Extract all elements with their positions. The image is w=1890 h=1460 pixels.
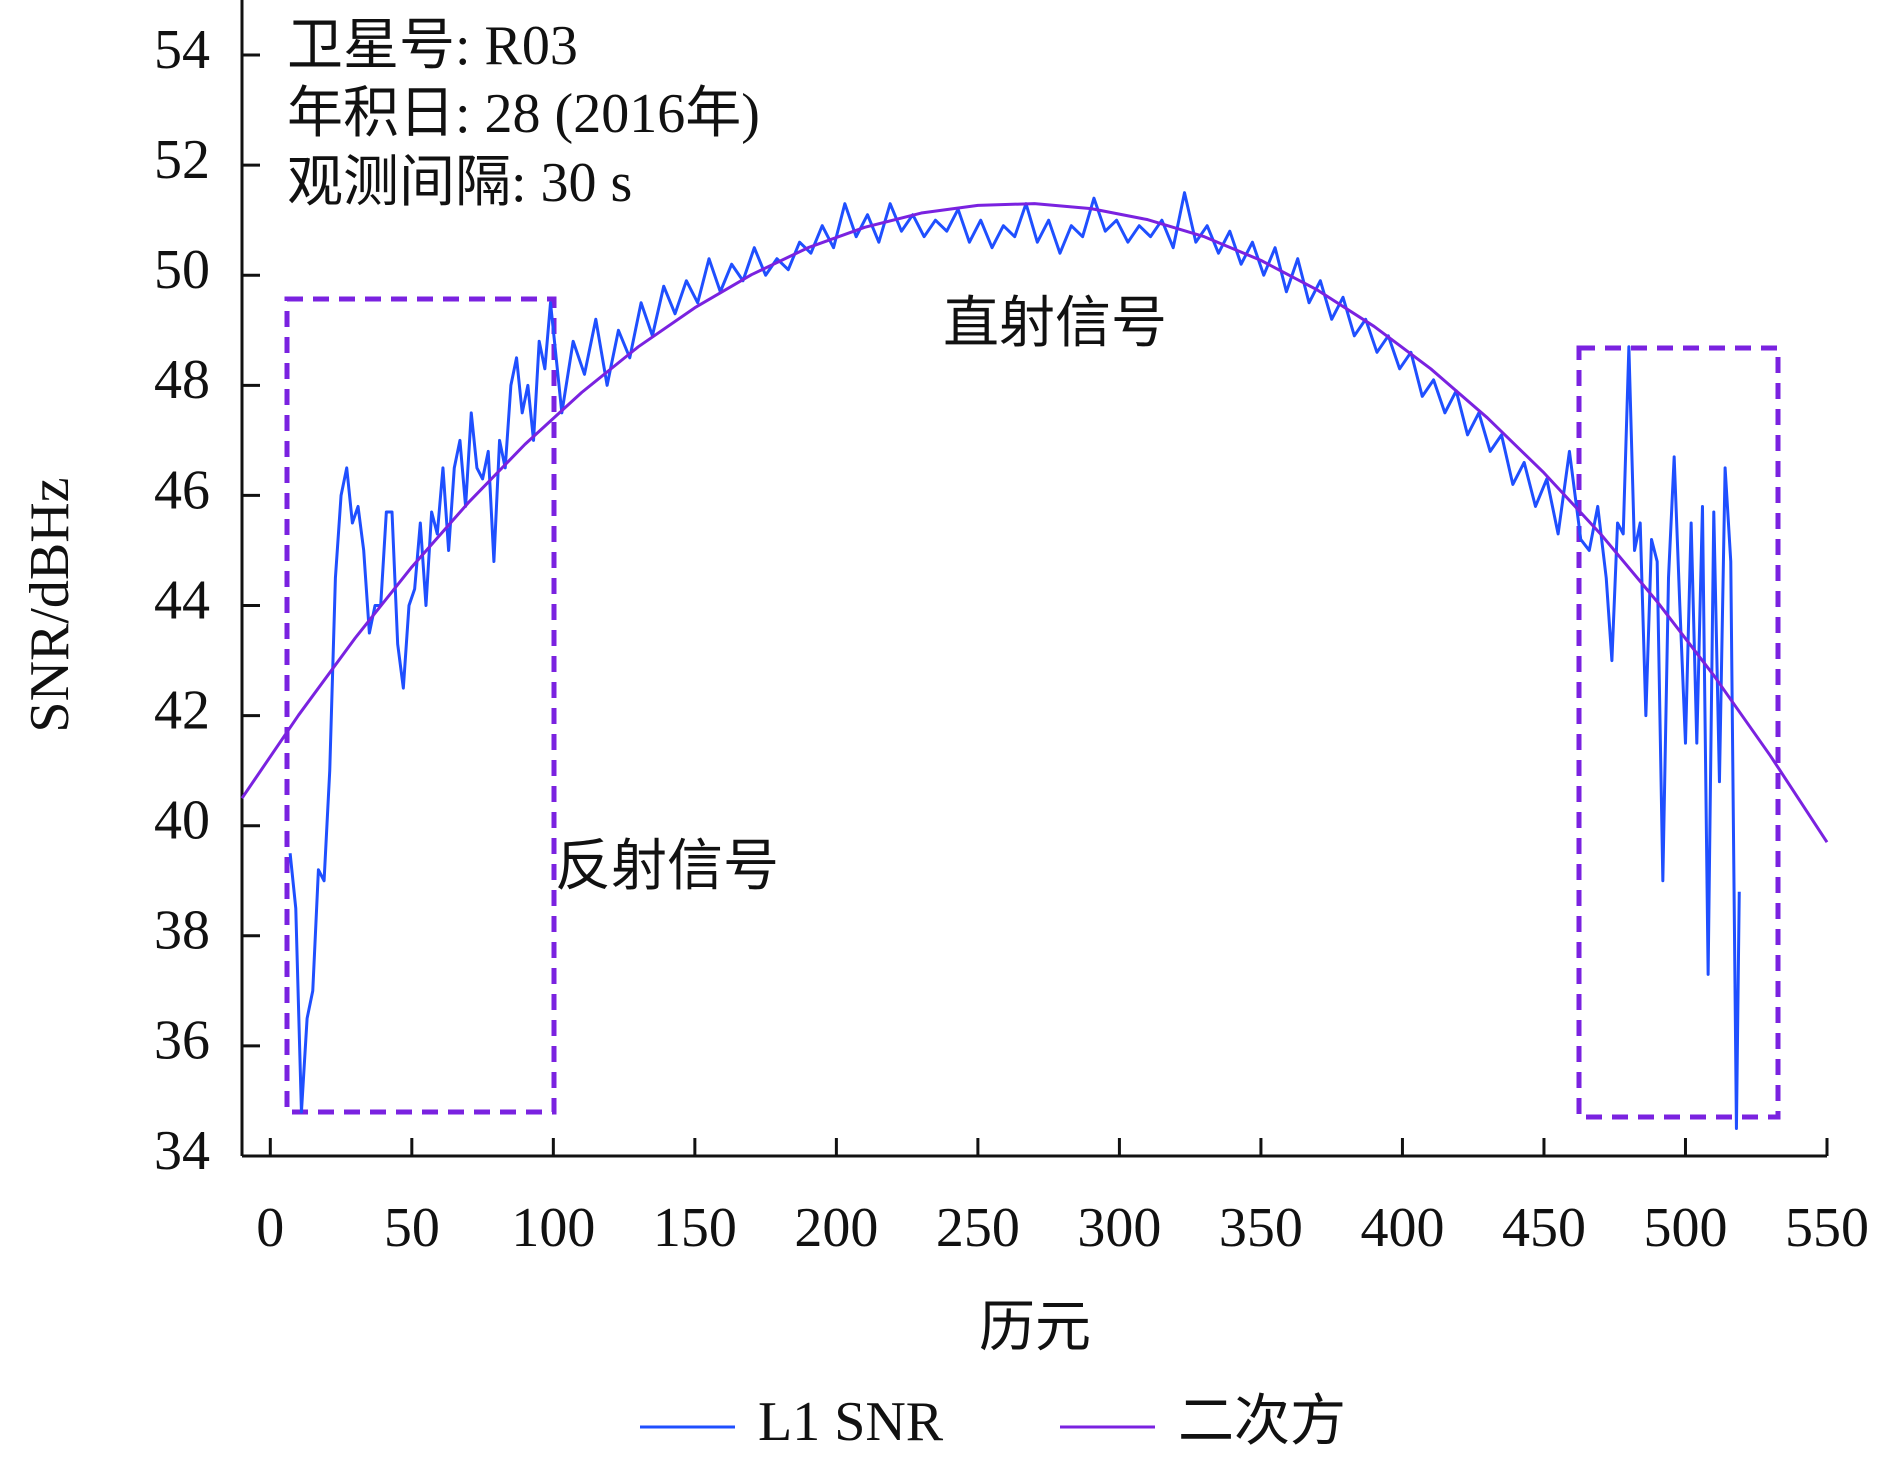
y-tick-label: 34	[154, 1120, 210, 1182]
y-tick-label: 38	[154, 900, 210, 962]
region-label: 直射信号	[943, 293, 1167, 355]
x-tick-label: 0	[256, 1197, 284, 1259]
x-tick-label: 550	[1785, 1197, 1869, 1259]
reflected-region-box	[1576, 345, 1781, 1120]
annotation: 观测间隔: 30 s	[287, 152, 632, 214]
x-tick-label: 500	[1643, 1197, 1727, 1259]
x-tick-label: 150	[653, 1197, 737, 1259]
series-line	[240, 202, 1829, 844]
y-tick-label: 46	[154, 459, 210, 521]
x-tick-label: 50	[384, 1197, 440, 1259]
x-tick-label: 250	[936, 1197, 1020, 1259]
x-axis-label: 历元	[979, 1297, 1091, 1359]
y-tick-label: 52	[154, 129, 210, 191]
y-tick-label: 48	[154, 349, 210, 411]
y-tick-label: 40	[154, 790, 210, 852]
x-tick-label: 400	[1360, 1197, 1444, 1259]
x-tick-label: 300	[1077, 1197, 1161, 1259]
y-axis-label: SNR/dBHz	[19, 477, 81, 732]
x-tick-label: 350	[1219, 1197, 1303, 1259]
y-tick-label: 36	[154, 1010, 210, 1072]
region-label: 反射信号	[555, 836, 779, 898]
reflected-region-box	[284, 296, 557, 1115]
y-tick-label: 50	[154, 239, 210, 301]
x-tick-label: 200	[794, 1197, 878, 1259]
legend-label: 二次方	[1178, 1391, 1346, 1453]
x-tick-label: 100	[511, 1197, 595, 1259]
annotation: 卫星号: R03	[287, 15, 578, 77]
legend-label: L1 SNR	[758, 1391, 944, 1453]
annotation: 年积日: 28 (2016年)	[287, 83, 760, 145]
x-tick-label: 450	[1502, 1197, 1586, 1259]
y-tick-label: 44	[154, 569, 210, 631]
y-tick-label: 42	[154, 679, 210, 741]
y-tick-label: 54	[154, 19, 210, 81]
